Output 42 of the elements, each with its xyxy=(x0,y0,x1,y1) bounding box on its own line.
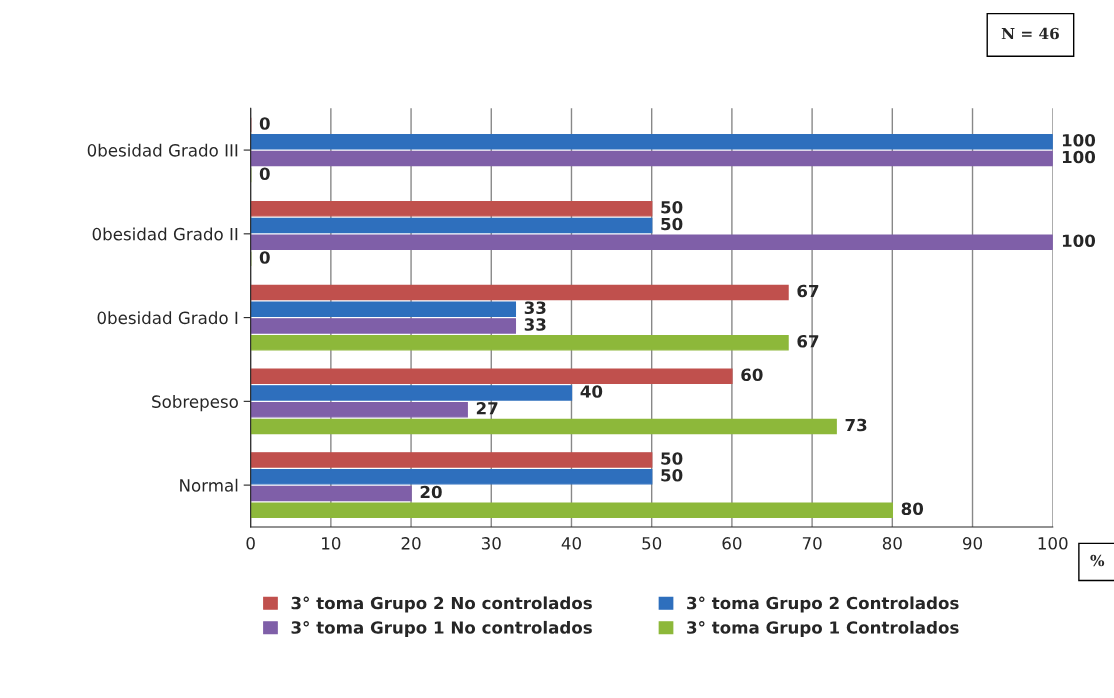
data-label: 60 xyxy=(741,368,763,382)
x-tick-label: 0 xyxy=(246,537,255,550)
x-tick-label: 40 xyxy=(561,537,581,550)
y-tick-label: 0besidad Grado I xyxy=(97,311,238,325)
y-tick-label: 0besidad Grado II xyxy=(92,227,238,241)
y-tick-label: Sobrepeso xyxy=(152,395,238,412)
y-tick-label: Normal xyxy=(180,478,238,492)
x-tick-label: 30 xyxy=(481,537,501,550)
data-label: 50 xyxy=(661,452,683,465)
x-tick-label: 100 xyxy=(1038,537,1068,550)
data-label: 100 xyxy=(1062,234,1096,248)
legend-label: 3° toma Grupo 2 No controlados xyxy=(291,596,592,613)
data-label: 20 xyxy=(420,485,442,499)
data-label: 0 xyxy=(259,251,270,264)
legend-label: 3° toma Grupo 2 Controlados xyxy=(687,596,959,613)
data-label: 0 xyxy=(259,117,270,130)
data-label: 73 xyxy=(845,418,867,432)
legend-label: 3° toma Grupo 1 No controlados xyxy=(291,620,592,638)
y-tick-label: 0besidad Grado III xyxy=(87,143,238,157)
data-label: 50 xyxy=(661,217,683,231)
data-label: 40 xyxy=(580,385,603,398)
x-tick-label: 20 xyxy=(401,537,421,550)
text: % xyxy=(1090,554,1105,567)
data-label: 67 xyxy=(797,284,819,298)
x-tick-label: 80 xyxy=(882,537,902,550)
data-label: 67 xyxy=(797,334,819,348)
data-label: 27 xyxy=(476,401,498,415)
data-label: 0 xyxy=(259,167,270,181)
data-label: 33 xyxy=(524,301,546,315)
data-label: 80 xyxy=(901,502,924,516)
legend-label: 3° toma Grupo 1 Controlados xyxy=(687,620,959,638)
x-tick-label: 50 xyxy=(642,537,662,550)
data-label: 100 xyxy=(1062,150,1096,164)
x-tick-label: 10 xyxy=(322,537,341,550)
data-label: 50 xyxy=(661,200,683,214)
x-tick-label: 90 xyxy=(962,537,983,550)
data-label: 100 xyxy=(1062,133,1096,147)
text: N = 46 xyxy=(1001,27,1059,40)
x-tick-label: 70 xyxy=(802,537,822,550)
x-tick-label: 60 xyxy=(722,537,742,550)
data-label: 33 xyxy=(524,318,546,331)
data-label: 50 xyxy=(661,468,683,482)
